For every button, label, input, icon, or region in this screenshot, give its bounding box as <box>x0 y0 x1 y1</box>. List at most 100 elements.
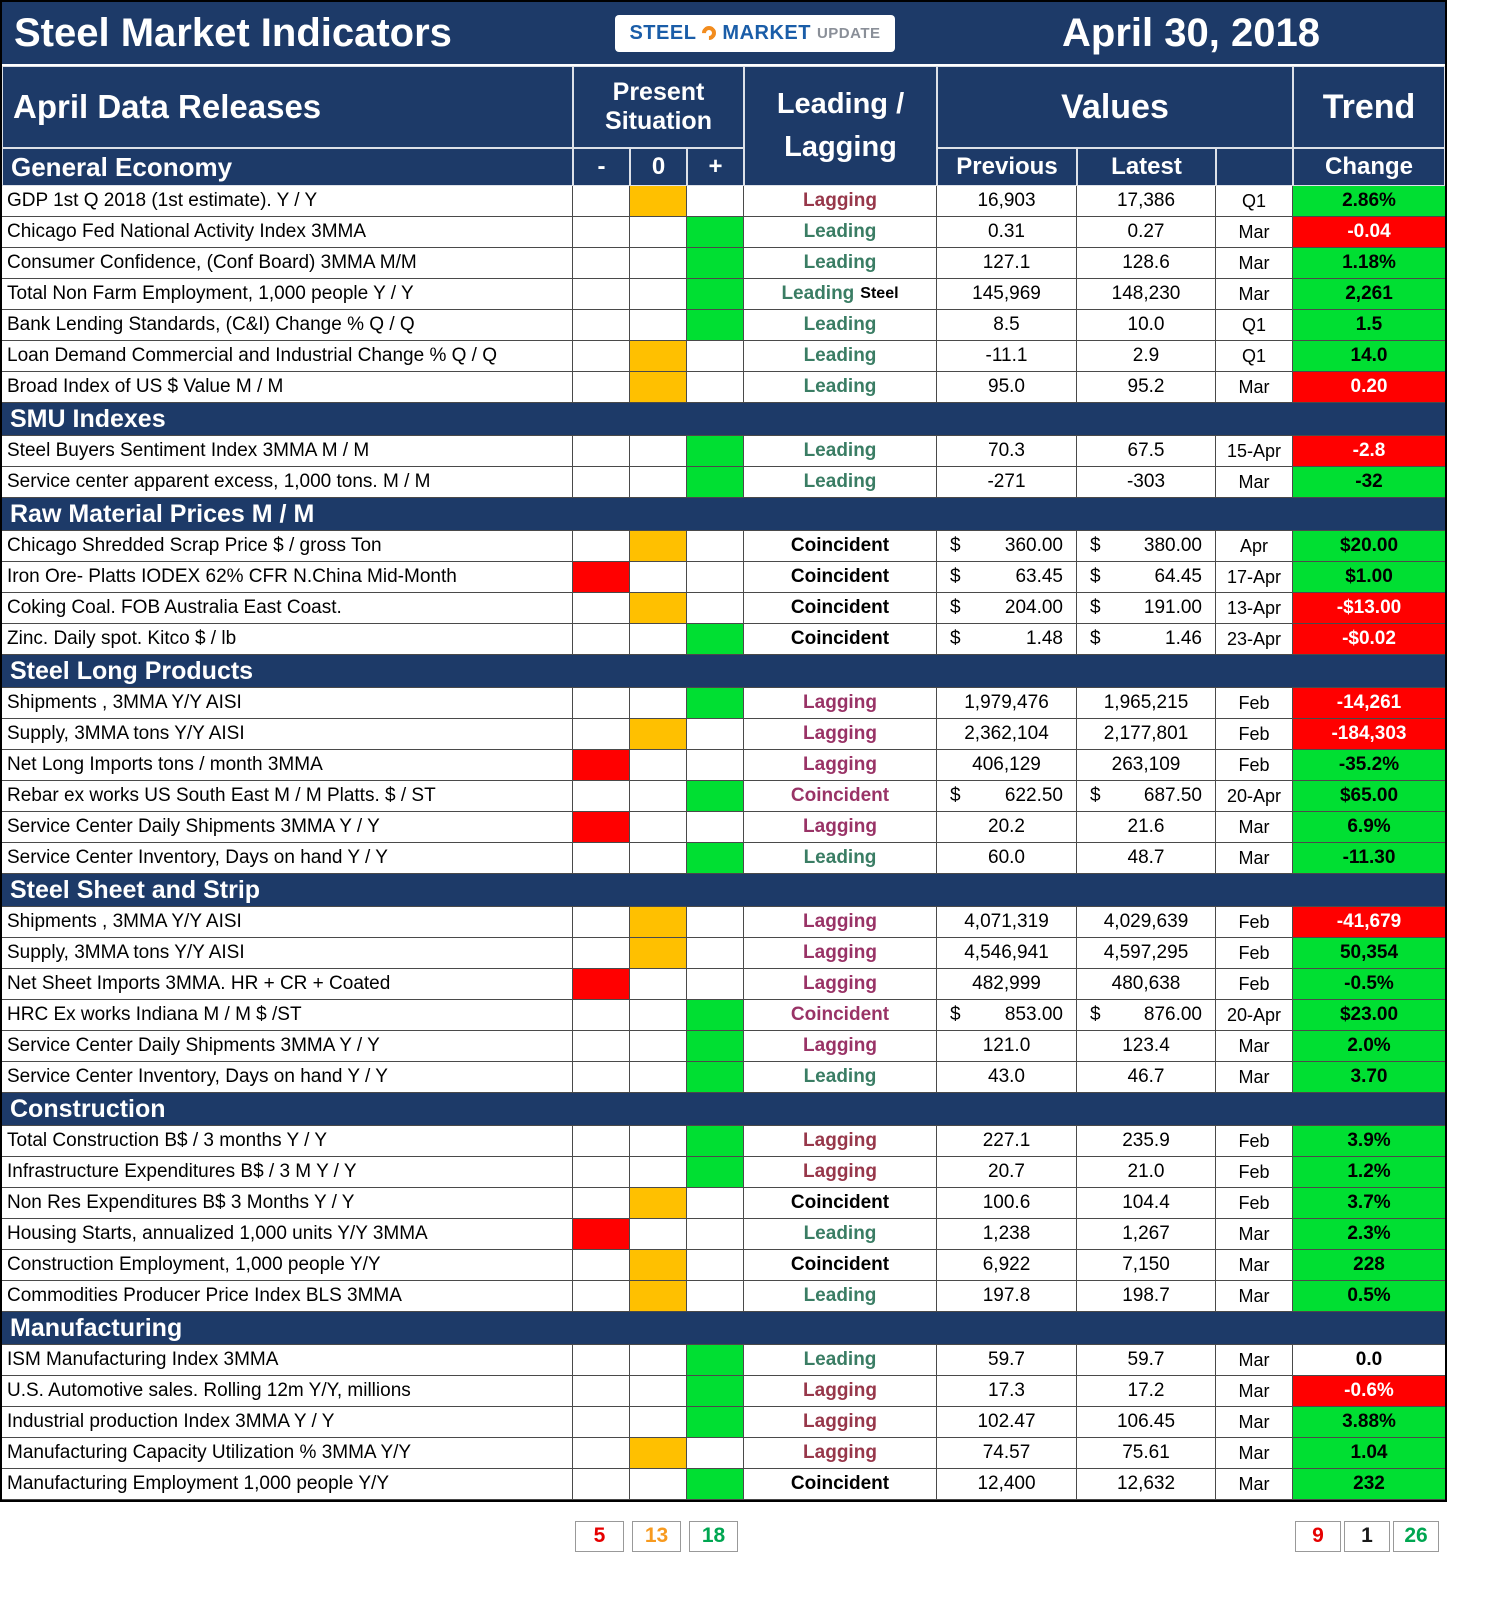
indicator-label: Supply, 3MMA tons Y/Y AISI <box>2 719 573 749</box>
situation-cell-minus <box>573 688 630 718</box>
situation-cell-plus <box>687 843 744 873</box>
indicator-label: U.S. Automotive sales. Rolling 12m Y/Y, … <box>2 1376 573 1406</box>
situation-cell-zero <box>630 1157 687 1187</box>
situation-cell-zero <box>630 1219 687 1249</box>
trend-change: 1.2% <box>1293 1157 1445 1187</box>
latest-value: 263,109 <box>1077 750 1216 780</box>
latest-value: 21.0 <box>1077 1157 1216 1187</box>
indicator-row: Shipments , 3MMA Y/Y AISI Lagging 4,071,31… <box>2 907 1445 938</box>
situation-cell-minus <box>573 1281 630 1311</box>
period-label: Mar <box>1216 467 1293 497</box>
leading-lagging-label: Leading <box>803 221 877 242</box>
situation-cell-plus <box>687 531 744 561</box>
period-label: Feb <box>1216 1188 1293 1218</box>
logo-swoosh-icon <box>699 23 720 43</box>
indicator-label: Service Center Inventory, Days on hand Y… <box>2 843 573 873</box>
situation-cell-minus <box>573 750 630 780</box>
leading-lagging-label: Lagging <box>803 973 877 994</box>
indicator-row: Total Construction B$ / 3 months Y / Y La… <box>2 1126 1445 1157</box>
situation-cell-zero <box>630 907 687 937</box>
trend-change: $1.00 <box>1293 562 1445 592</box>
indicator-label: Loan Demand Commercial and Industrial Ch… <box>2 341 573 371</box>
previous-value: 70.3 <box>937 436 1077 466</box>
period-label: Mar <box>1216 1281 1293 1311</box>
previous-value: 121.0 <box>937 1031 1077 1061</box>
latest-value: 12,632 <box>1077 1469 1216 1499</box>
indicator-label: Non Res Expenditures B$ 3 Months Y / Y <box>2 1188 573 1218</box>
situation-cell-zero <box>630 938 687 968</box>
situation-cell-plus <box>687 719 744 749</box>
period-label: Mar <box>1216 248 1293 278</box>
situation-cell-plus <box>687 1345 744 1375</box>
indicator-row: Iron Ore- Platts IODEX 62% CFR N.China M… <box>2 562 1445 593</box>
previous-value: 12,400 <box>937 1469 1077 1499</box>
period-label: Q1 <box>1216 186 1293 216</box>
period-label: 20-Apr <box>1216 1000 1293 1030</box>
latest-value: 106.45 <box>1077 1407 1216 1437</box>
situation-cell-minus <box>573 467 630 497</box>
situation-cell-plus <box>687 217 744 247</box>
situation-cell-minus <box>573 279 630 309</box>
period-label: Mar <box>1216 1031 1293 1061</box>
logo-update-text: UPDATE <box>816 24 881 42</box>
situation-cell-zero <box>630 1062 687 1092</box>
leading-lagging-cell: Leading <box>744 372 937 402</box>
latest-value: 128.6 <box>1077 248 1216 278</box>
situation-cell-minus <box>573 1345 630 1375</box>
dollar-sign: $ <box>950 628 961 649</box>
latest-value: 95.2 <box>1077 372 1216 402</box>
previous-value: -11.1 <box>937 341 1077 371</box>
situation-cell-zero <box>630 593 687 623</box>
leading-lagging-cell: Lagging <box>744 969 937 999</box>
indicator-label: Industrial production Index 3MMA Y / Y <box>2 1407 573 1437</box>
column-header-releases: April Data Releases <box>2 66 573 148</box>
situation-cell-minus <box>573 1250 630 1280</box>
latest-value: 59.7 <box>1077 1345 1216 1375</box>
latest-value: 4,597,295 <box>1077 938 1216 968</box>
value-amount: 64.45 <box>1154 566 1202 587</box>
previous-value: 102.47 <box>937 1407 1077 1437</box>
period-label: Feb <box>1216 719 1293 749</box>
section-header-steel-sheet-and-strip: Steel Sheet and Strip <box>2 874 1445 907</box>
indicator-row: Net Long Imports tons / month 3MMA Laggin… <box>2 750 1445 781</box>
indicator-row: Manufacturing Employment 1,000 people Y/… <box>2 1469 1445 1500</box>
leading-lagging-label: Leading <box>803 1223 877 1244</box>
indicator-row: U.S. Automotive sales. Rolling 12m Y/Y, … <box>2 1376 1445 1407</box>
leading-lagging-cell: Leading <box>744 467 937 497</box>
situation-cell-plus <box>687 1126 744 1156</box>
dollar-sign: $ <box>1090 1004 1101 1025</box>
situation-cell-zero <box>630 688 687 718</box>
leading-lagging-label: Leading <box>803 252 877 273</box>
value-amount: 687.50 <box>1143 785 1202 806</box>
leading-lagging-label: Coincident <box>790 628 890 649</box>
indicator-row: Total Non Farm Employment, 1,000 people … <box>2 279 1445 310</box>
leading-lagging-cell: Lagging <box>744 186 937 216</box>
indicator-row: GDP 1st Q 2018 (1st estimate). Y / Y Lagg… <box>2 186 1445 217</box>
situation-cell-minus <box>573 1157 630 1187</box>
indicator-row: Supply, 3MMA tons Y/Y AISI Lagging 4,546,9… <box>2 938 1445 969</box>
latest-value: 4,029,639 <box>1077 907 1216 937</box>
situation-cell-minus <box>573 593 630 623</box>
column-header-plus: + <box>687 148 744 186</box>
leading-lagging-label: Lagging <box>803 1411 877 1432</box>
previous-value: 59.7 <box>937 1345 1077 1375</box>
leading-lagging-label: Lagging <box>803 1380 877 1401</box>
situation-cell-zero <box>630 279 687 309</box>
logo-market-text: MARKET <box>722 21 811 44</box>
period-label: Mar <box>1216 372 1293 402</box>
indicator-label: Zinc. Daily spot. Kitco $ / lb <box>2 624 573 654</box>
indicator-label: Infrastructure Expenditures B$ / 3 M Y /… <box>2 1157 573 1187</box>
indicators-table: Steel Market Indicators STEEL MARKET UPD… <box>0 0 1447 1502</box>
situation-cell-minus <box>573 938 630 968</box>
indicator-row: Supply, 3MMA tons Y/Y AISI Lagging 2,362,1… <box>2 719 1445 750</box>
previous-value: 100.6 <box>937 1188 1077 1218</box>
indicator-row: Service Center Daily Shipments 3MMA Y / … <box>2 812 1445 843</box>
situation-cell-plus <box>687 1376 744 1406</box>
situation-cell-plus <box>687 1062 744 1092</box>
leading-lagging-cell: Coincident <box>744 1188 937 1218</box>
leading-lagging-label: Lagging <box>803 754 877 775</box>
previous-value: 227.1 <box>937 1126 1077 1156</box>
section-header-smu-indexes: SMU Indexes <box>2 403 1445 436</box>
situation-cell-plus <box>687 1031 744 1061</box>
indicator-row: Consumer Confidence, (Conf Board) 3MMA M… <box>2 248 1445 279</box>
